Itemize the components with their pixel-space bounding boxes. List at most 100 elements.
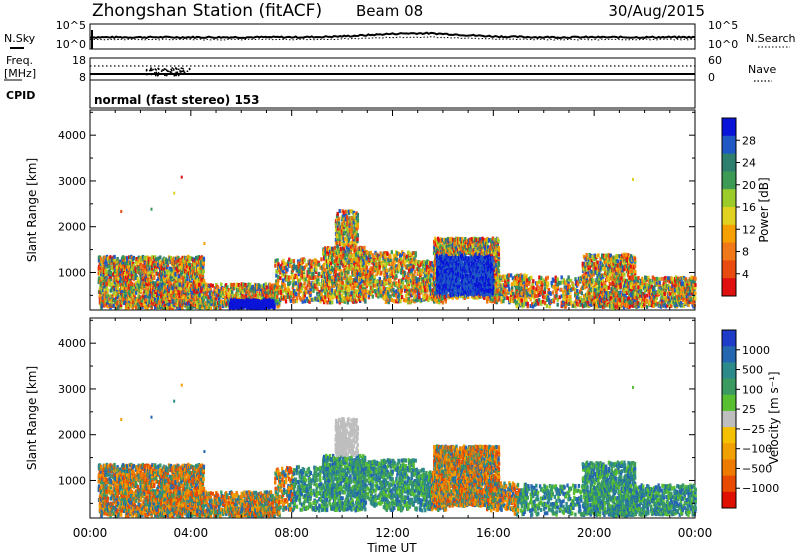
power-echo [310,268,313,273]
power-echo [114,266,117,271]
power-echo [111,300,114,305]
power-echo [136,260,139,265]
power-echo [222,294,225,298]
power-echo [155,267,158,272]
power-echo [228,290,232,295]
power-echo [133,269,136,274]
power-echo [121,272,124,277]
power-echo [105,272,108,277]
power-echo [122,263,125,268]
power-echo [99,285,102,290]
power-echo [111,285,114,290]
power-echo [112,303,115,308]
power-echo [154,265,157,270]
power-echo [117,276,120,281]
power-echo [157,276,160,281]
power-echo [136,279,140,284]
power-echo [122,279,125,284]
power-echo [108,278,111,283]
power-echo [356,237,359,242]
power-echo [143,282,146,287]
power-echo [104,278,107,283]
power-echo [189,263,192,267]
power-echo [401,281,405,286]
power-echo [118,297,121,302]
power-echo [389,294,392,299]
power-echo [187,268,190,273]
power-echo [142,263,145,268]
power-echo [154,257,158,262]
power-echo [185,298,188,303]
power-echo [225,297,229,302]
power-echo [143,266,146,271]
power-echo [131,284,134,289]
power-echo [195,290,199,295]
power-echo [192,280,196,285]
power-echo [97,271,100,276]
power-echo [318,271,321,276]
power-echo [182,294,185,299]
power-echo [134,272,138,277]
power-echo [127,298,131,303]
power-echo [130,282,134,286]
freq-trace [90,65,695,77]
power-echo [204,282,208,287]
power-echo [289,298,293,303]
power-echo [178,286,181,290]
noise-right-tick-bottom: 10^0 [708,38,738,51]
power-echo [103,255,106,260]
power-echo [99,280,103,285]
power-echo [166,276,170,281]
power-echo [175,260,178,265]
power-echo [169,255,173,260]
power-echo [264,282,267,287]
power-echo [164,289,168,294]
power-echo [117,305,120,310]
power-echo [172,265,176,269]
power-echo [99,256,103,261]
power-echo [224,295,227,300]
power-echo [183,286,186,291]
power-echo [150,289,153,294]
power-echo [119,303,123,307]
power-echo [187,271,191,276]
power-echo [282,278,285,283]
power-echo [108,272,111,277]
power-echo [176,300,179,305]
power-echo [120,289,124,293]
power-echo [259,287,263,292]
power-echo [133,284,136,289]
power-echo [371,294,374,299]
power-echo [262,295,265,300]
power-echo [109,277,113,282]
station-title: Zhongshan Station (fitACF) [92,1,322,21]
power-echo [125,283,128,288]
power-echo [146,264,149,269]
power-echo [227,299,230,304]
power-echo [221,303,225,308]
power-echo [167,305,170,310]
power-echo [196,301,199,306]
power-echo [145,269,148,274]
power-echo [124,305,128,310]
power-echo [263,293,267,297]
power-echo [178,289,181,294]
power-echo [147,270,150,275]
power-echo [100,306,103,310]
power-echo [318,282,321,287]
power-echo [171,274,174,279]
power-echo [188,283,192,287]
power-echo [178,267,181,272]
power-echo [211,283,214,288]
power-echo [338,209,341,214]
power-echo [189,276,193,281]
power-echo [139,273,142,278]
power-echo [171,299,174,304]
power-echo [389,278,392,283]
power-echo [171,272,174,277]
power-echo [152,260,155,265]
power-echo [113,254,116,259]
power-echo [284,299,288,304]
freq-tick-bottom: 8 [79,71,86,84]
power-echo [220,282,223,287]
